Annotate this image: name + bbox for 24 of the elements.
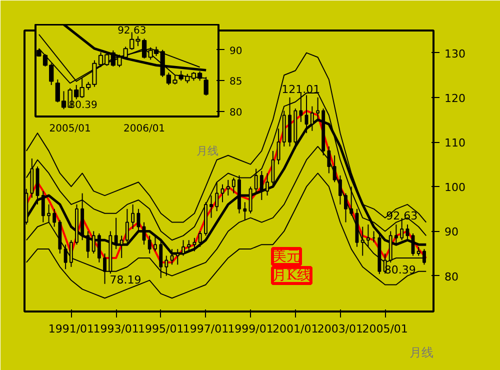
annotation: 78.19	[110, 273, 142, 286]
y-tick-label: 80	[230, 108, 242, 119]
annotation: 121.01	[282, 82, 320, 96]
x-tick-label: 2005/01	[362, 322, 408, 336]
annotation: 92.63	[118, 26, 146, 37]
y-tick-label: 130	[444, 47, 466, 60]
x-tick-label: 1997/01	[182, 322, 229, 336]
x-tick-label: 1999/01	[228, 322, 274, 336]
y-tick-label: 120	[444, 92, 466, 105]
x-tick-label: 1993/01	[93, 322, 139, 336]
y-tick-label: 90	[230, 46, 242, 57]
x-tick-label: 2006/01	[124, 124, 166, 134]
x-tick-label: 1995/01	[138, 322, 184, 336]
annotation: 月线	[196, 144, 218, 158]
y-tick-label: 85	[230, 76, 242, 88]
y-tick-label: 90	[444, 226, 458, 239]
text: 月线	[410, 346, 434, 360]
x-tick-label: 2001/01	[272, 322, 318, 336]
y-tick-label: 110	[444, 136, 466, 150]
x-tick-label: 2003/01	[317, 322, 364, 336]
y-tick-label: 80	[444, 270, 458, 284]
x-tick-label: 1991/01	[48, 322, 94, 336]
y-tick-label: 100	[444, 181, 466, 194]
x-tick-label: 2005/01	[49, 124, 91, 134]
